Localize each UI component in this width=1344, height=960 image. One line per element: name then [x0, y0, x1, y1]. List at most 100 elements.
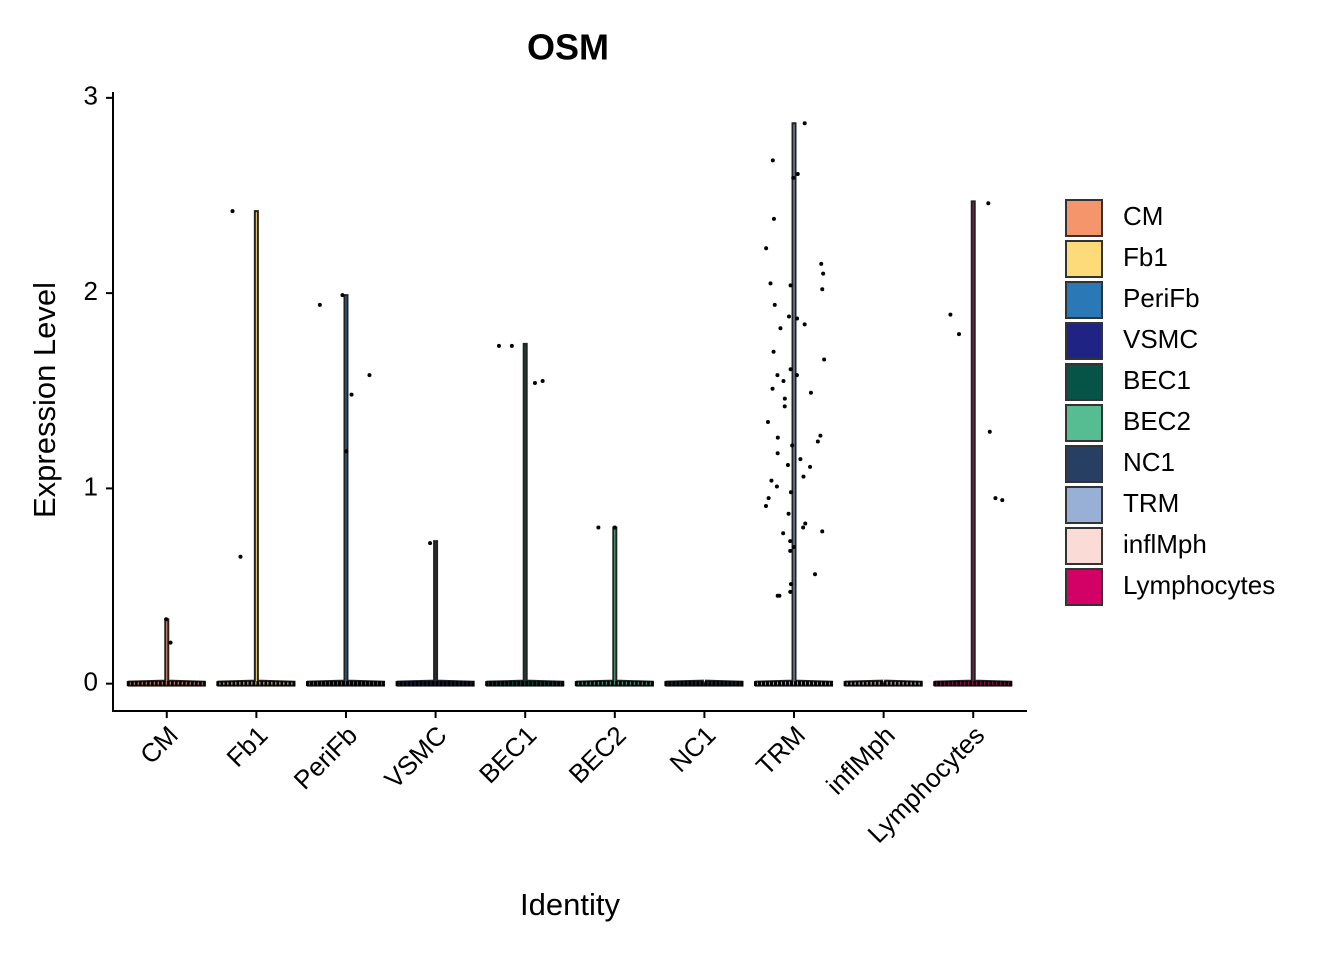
- legend-key: [1065, 568, 1103, 606]
- x-tick-label: BEC1: [473, 720, 542, 789]
- violin: [575, 526, 654, 687]
- jitter-point: [775, 451, 780, 456]
- jitter-point: [986, 201, 991, 206]
- legend-label: Fb1: [1123, 242, 1168, 272]
- legend-label: BEC2: [1123, 406, 1191, 436]
- x-tick-label: VSMC: [378, 720, 452, 794]
- legend-key: [1065, 240, 1103, 278]
- jitter-point: [532, 380, 537, 385]
- x-tick-label: NC1: [664, 720, 722, 778]
- jitter-point: [775, 593, 780, 598]
- jitter-point: [820, 287, 825, 292]
- y-tick-label: 1: [84, 471, 98, 501]
- jitter-point: [948, 312, 953, 317]
- jitter-point: [344, 449, 349, 454]
- legend-key: [1065, 199, 1103, 237]
- jitter-point: [612, 525, 617, 530]
- jitter-point: [790, 443, 795, 448]
- jitter-point: [803, 521, 808, 526]
- jitter-point: [764, 246, 769, 251]
- jitter-point: [769, 478, 774, 483]
- chart-title: OSM: [527, 27, 609, 68]
- legend-key: [1065, 486, 1103, 524]
- jitter-point: [774, 484, 779, 489]
- jitter-point: [993, 496, 998, 501]
- jitter-point: [230, 209, 235, 214]
- jitter-point: [801, 525, 806, 530]
- jitter-point: [781, 531, 786, 536]
- jitter-point: [787, 314, 792, 319]
- jitter-point: [168, 640, 173, 645]
- x-tick-label: Fb1: [221, 720, 274, 773]
- legend-key: [1065, 445, 1103, 483]
- jitter-point: [821, 271, 826, 276]
- jitter-point: [808, 390, 813, 395]
- y-tick-label: 3: [84, 81, 98, 111]
- y-tick-label: 0: [84, 667, 98, 697]
- jitter-point: [788, 589, 793, 594]
- violin: [486, 342, 565, 687]
- legend-label: CM: [1123, 201, 1163, 231]
- jitter-point: [822, 357, 827, 362]
- violin: [755, 122, 834, 687]
- jitter-point: [818, 433, 823, 438]
- violin: [934, 200, 1013, 687]
- legend-label: TRM: [1123, 488, 1179, 518]
- legend-label: PeriFb: [1123, 283, 1200, 313]
- jitter-point: [795, 172, 800, 177]
- y-axis-label: Expression Level: [27, 282, 62, 518]
- jitter-point: [367, 373, 372, 378]
- jitter-point: [788, 490, 793, 495]
- violin: [127, 618, 206, 687]
- jitter-point: [788, 539, 793, 544]
- x-tick-label: inflMph: [820, 720, 900, 800]
- jitter-point: [496, 343, 501, 348]
- jitter-point: [317, 302, 322, 307]
- jitter-point: [349, 392, 354, 397]
- jitter-point: [765, 420, 770, 425]
- jitter-point: [794, 373, 799, 378]
- violin: [306, 294, 385, 687]
- jitter-point: [815, 439, 820, 444]
- jitter-point: [819, 261, 824, 266]
- legend-key: [1065, 363, 1103, 401]
- jitter-point: [782, 396, 787, 401]
- jitter-point: [775, 435, 780, 440]
- legend-key: [1065, 322, 1103, 360]
- jitter-point: [540, 378, 545, 383]
- x-tick-label: PeriFb: [288, 720, 363, 795]
- jitter-point: [987, 429, 992, 434]
- jitter-point: [795, 316, 800, 321]
- jitter-point: [782, 404, 787, 409]
- x-tick-label: BEC2: [563, 720, 632, 789]
- y-tick-label: 2: [84, 276, 98, 306]
- jitter-point: [771, 216, 776, 221]
- jitter-point: [770, 386, 775, 391]
- jitter-point: [788, 367, 793, 372]
- jitter-point: [596, 525, 601, 530]
- jitter-point: [340, 293, 345, 298]
- jitter-point: [820, 529, 825, 534]
- jitter-point: [788, 548, 793, 553]
- jitter-point: [786, 511, 791, 516]
- jitter-point: [802, 121, 807, 126]
- jitter-point: [791, 175, 796, 180]
- violin: [396, 540, 475, 687]
- jitter-point: [781, 378, 786, 383]
- x-tick-label: CM: [134, 720, 184, 770]
- jitter-point: [778, 326, 783, 331]
- legend-key: [1065, 281, 1103, 319]
- jitter-point: [788, 582, 793, 587]
- jitter-point: [785, 462, 790, 467]
- jitter-point: [770, 158, 775, 163]
- jitter-point: [766, 496, 771, 501]
- jitter-point: [509, 343, 514, 348]
- jitter-point: [788, 283, 793, 288]
- jitter-point: [1000, 498, 1005, 503]
- x-tick-label: TRM: [750, 720, 811, 781]
- jitter-point: [772, 302, 777, 307]
- legend-label: VSMC: [1123, 324, 1198, 354]
- jitter-point: [802, 322, 807, 327]
